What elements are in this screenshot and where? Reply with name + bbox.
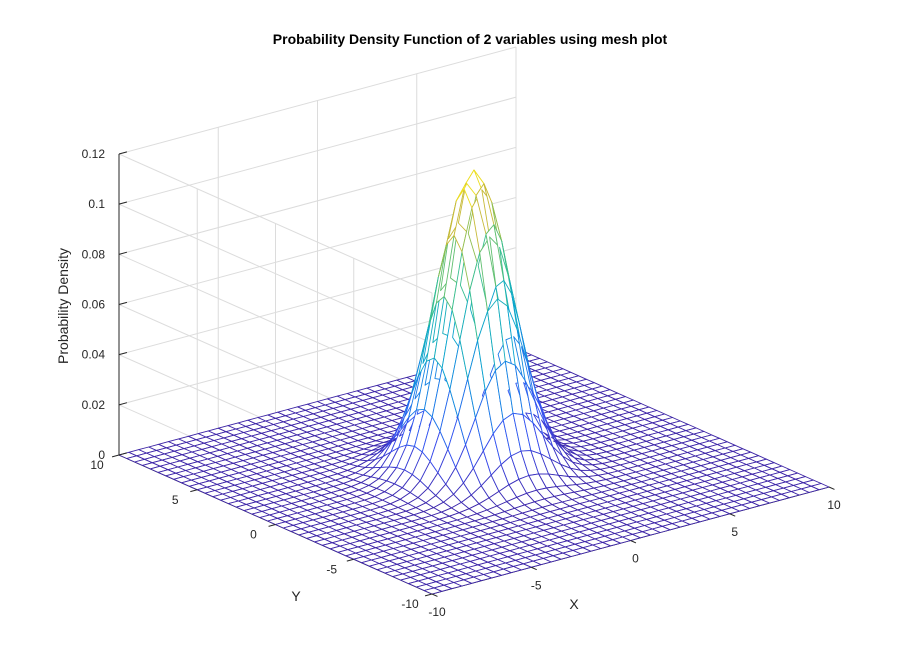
- y-tick-label: 10: [90, 458, 104, 472]
- grid-line-left-z: [118, 153, 433, 294]
- y-tick-mark: [424, 593, 433, 597]
- tick-layer: -10-50510-10-5051000.020.040.060.080.10.…: [82, 147, 841, 619]
- grid-line-left-z: [118, 203, 433, 344]
- z-tick-mark: [118, 352, 128, 356]
- x-tick-label: 0: [632, 552, 639, 566]
- x-tick-label: 5: [731, 525, 738, 539]
- y-tick-label: 0: [250, 528, 257, 542]
- y-tick-mark: [190, 489, 198, 493]
- y-tick-mark: [346, 558, 354, 562]
- grid-line-back-z: [118, 197, 517, 305]
- z-axis-label: Probability Density: [55, 248, 71, 364]
- mesh-layer: [118, 169, 830, 595]
- grid-line-left-z: [118, 253, 433, 394]
- x-tick-mark: [828, 486, 835, 490]
- y-tick-label: -10: [401, 597, 419, 611]
- x-tick-mark: [630, 540, 637, 544]
- z-tick-label: 0: [98, 448, 105, 462]
- grid-line-back-z: [118, 146, 517, 255]
- chart-title: Probability Density Function of 2 variab…: [273, 31, 668, 47]
- y-axis-label: Y: [291, 588, 301, 604]
- x-axis-label: X: [569, 596, 579, 612]
- z-tick-mark: [118, 402, 128, 406]
- z-tick-mark: [118, 151, 128, 155]
- grid-line-back-z: [118, 46, 517, 155]
- y-tick-label: 5: [172, 493, 179, 507]
- z-tick-label: 0.02: [82, 398, 106, 412]
- x-tick-mark: [729, 513, 736, 517]
- z-tick-label: 0.04: [82, 348, 106, 362]
- x-tick-mark: [431, 593, 438, 597]
- z-tick-label: 0.08: [82, 247, 106, 261]
- z-tick-mark: [118, 251, 128, 255]
- x-tick-label: -10: [428, 605, 446, 619]
- z-tick-label: 0.06: [82, 298, 106, 312]
- z-tick-mark: [118, 452, 128, 456]
- x-tick-label: -5: [531, 578, 542, 592]
- z-tick-label: 0.1: [88, 197, 105, 211]
- z-tick-mark: [118, 201, 128, 205]
- mesh-cell: [810, 483, 830, 491]
- y-tick-mark: [111, 454, 120, 458]
- z-tick-label: 0.12: [82, 147, 106, 161]
- x-tick-label: 10: [827, 498, 841, 512]
- y-tick-label: -5: [326, 562, 337, 576]
- z-tick-mark: [118, 301, 128, 305]
- y-tick-mark: [268, 524, 276, 527]
- grid-line-back-z: [118, 96, 517, 205]
- x-tick-mark: [531, 566, 537, 571]
